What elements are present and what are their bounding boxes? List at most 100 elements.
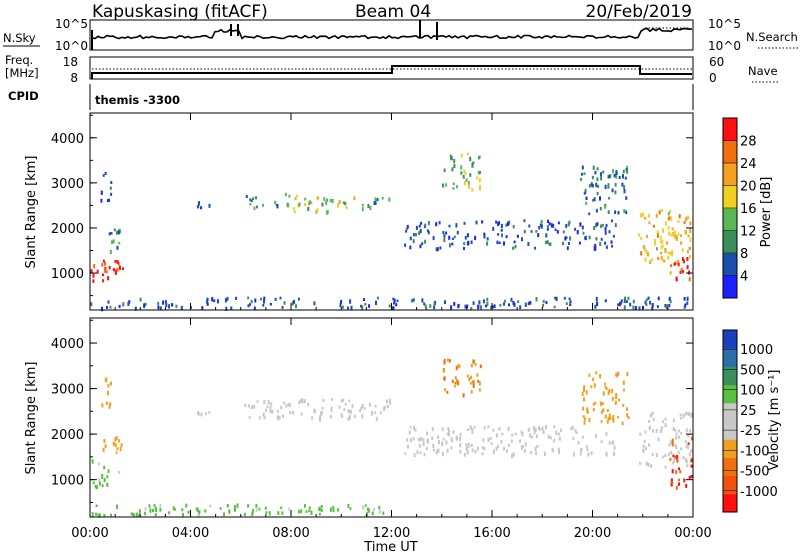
cell — [612, 415, 615, 418]
cell — [106, 199, 109, 203]
cell — [453, 384, 456, 388]
cell — [549, 242, 552, 246]
cell — [624, 176, 627, 180]
cell — [674, 234, 677, 239]
cell — [326, 198, 329, 202]
cell — [448, 243, 451, 248]
cell — [685, 457, 687, 462]
cell — [267, 400, 270, 405]
cell — [249, 303, 251, 306]
cell — [678, 214, 681, 219]
cell — [442, 368, 445, 372]
cell — [476, 373, 479, 377]
cell — [304, 504, 306, 508]
cell — [553, 305, 556, 309]
cell — [671, 250, 674, 255]
cell — [91, 459, 94, 464]
cell — [542, 430, 545, 435]
cell — [110, 232, 113, 235]
cell — [375, 300, 377, 306]
cell — [480, 305, 483, 310]
cell — [103, 478, 106, 483]
cell — [672, 454, 675, 458]
cell — [481, 452, 484, 456]
cell — [344, 403, 347, 406]
cell — [465, 443, 468, 447]
cell — [393, 301, 396, 305]
cell — [680, 447, 683, 451]
nave-tick-top: 60 — [709, 55, 724, 69]
cell — [138, 513, 141, 517]
cell — [468, 185, 471, 189]
cell — [671, 442, 674, 447]
cell — [588, 373, 591, 377]
cell — [581, 165, 584, 170]
colorbar-frame — [722, 329, 738, 513]
cell — [611, 188, 614, 193]
cell — [268, 511, 271, 516]
cell — [503, 241, 505, 246]
cell — [301, 399, 304, 404]
cell — [478, 381, 481, 386]
cell — [470, 390, 473, 394]
cell — [283, 401, 286, 405]
cell — [601, 223, 604, 227]
cell — [371, 511, 374, 516]
cell — [614, 223, 617, 227]
cell — [416, 450, 419, 455]
cell — [305, 510, 308, 513]
cell — [569, 236, 572, 241]
cell — [307, 403, 310, 407]
cell — [469, 173, 472, 177]
cell — [540, 224, 543, 229]
cell — [388, 304, 391, 308]
cell — [154, 506, 157, 511]
freq-tick-bottom: 8 — [70, 71, 78, 85]
velocity-colorbar: 1000 500 100 25 -25 -100 -500 -1000 — [722, 329, 778, 513]
cell — [415, 225, 418, 230]
cell — [456, 378, 458, 383]
cell — [688, 247, 691, 250]
cell — [608, 230, 611, 234]
cell — [600, 410, 603, 415]
cell — [115, 230, 118, 234]
y-tick-label: 1000 — [51, 474, 84, 489]
cell — [629, 302, 632, 307]
cell — [685, 428, 688, 432]
cell — [674, 428, 677, 432]
colorbar-swatch — [723, 493, 737, 513]
cell — [329, 198, 332, 203]
cell — [288, 402, 291, 407]
cell — [223, 512, 225, 517]
cell — [474, 449, 477, 454]
cell — [503, 299, 506, 303]
cell — [100, 190, 103, 195]
cell — [323, 197, 326, 201]
cell — [599, 207, 602, 211]
cell — [420, 221, 423, 225]
cell — [98, 478, 101, 483]
cell — [452, 182, 455, 186]
cell — [584, 188, 587, 194]
colorbar-swatch — [723, 348, 737, 367]
cell — [679, 413, 682, 417]
cell — [617, 303, 620, 307]
cell — [580, 177, 583, 181]
cell — [441, 441, 444, 447]
cell — [247, 404, 250, 408]
cell — [252, 508, 255, 513]
cell — [566, 246, 569, 251]
cell — [661, 420, 664, 424]
cell — [326, 210, 329, 215]
cell — [332, 508, 335, 513]
cell — [553, 425, 556, 429]
cell — [534, 446, 537, 452]
cell — [444, 300, 446, 305]
cell — [118, 304, 121, 308]
cpid-label: CPID — [8, 89, 39, 103]
cell — [613, 445, 616, 450]
cell — [599, 172, 602, 177]
cell — [611, 396, 614, 401]
cell — [173, 508, 176, 511]
cell — [366, 507, 369, 512]
